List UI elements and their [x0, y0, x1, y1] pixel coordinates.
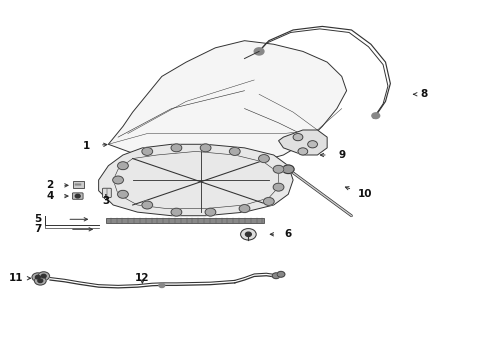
Text: 1: 1 [82, 141, 90, 151]
Circle shape [245, 232, 251, 237]
Circle shape [263, 198, 274, 205]
Circle shape [273, 165, 284, 173]
Circle shape [254, 48, 264, 55]
FancyBboxPatch shape [102, 188, 111, 198]
Text: 7: 7 [34, 224, 41, 234]
Circle shape [277, 271, 285, 277]
Circle shape [38, 272, 49, 280]
Circle shape [297, 148, 307, 155]
FancyBboxPatch shape [73, 181, 83, 188]
Circle shape [273, 183, 284, 191]
Circle shape [204, 208, 215, 216]
Circle shape [200, 144, 210, 152]
Text: 10: 10 [357, 189, 371, 199]
Circle shape [34, 276, 46, 285]
Text: 4: 4 [46, 191, 54, 201]
Text: 5: 5 [34, 214, 41, 224]
Circle shape [38, 279, 42, 283]
Circle shape [41, 274, 46, 278]
Circle shape [35, 275, 40, 279]
Circle shape [117, 162, 128, 170]
Polygon shape [278, 130, 326, 155]
Circle shape [117, 190, 128, 198]
Text: 8: 8 [420, 89, 427, 99]
Circle shape [307, 141, 317, 148]
Text: 11: 11 [9, 273, 23, 283]
Polygon shape [99, 144, 292, 216]
Circle shape [32, 273, 43, 282]
Polygon shape [108, 41, 346, 169]
Circle shape [159, 283, 164, 288]
Circle shape [229, 148, 240, 156]
Text: 9: 9 [338, 150, 345, 160]
Text: 6: 6 [284, 229, 291, 239]
Circle shape [292, 134, 302, 141]
Bar [106, 217, 264, 223]
Circle shape [142, 148, 152, 156]
Circle shape [371, 113, 379, 118]
Circle shape [239, 204, 249, 212]
Circle shape [171, 144, 182, 152]
FancyBboxPatch shape [72, 193, 83, 199]
Circle shape [272, 273, 280, 279]
Text: 2: 2 [46, 180, 54, 190]
Circle shape [113, 176, 123, 184]
Circle shape [171, 208, 182, 216]
Circle shape [282, 165, 293, 174]
Circle shape [75, 194, 80, 198]
Circle shape [142, 201, 152, 209]
Circle shape [240, 229, 256, 240]
Text: 3: 3 [102, 197, 109, 206]
Circle shape [258, 155, 269, 162]
Text: 12: 12 [135, 273, 149, 283]
